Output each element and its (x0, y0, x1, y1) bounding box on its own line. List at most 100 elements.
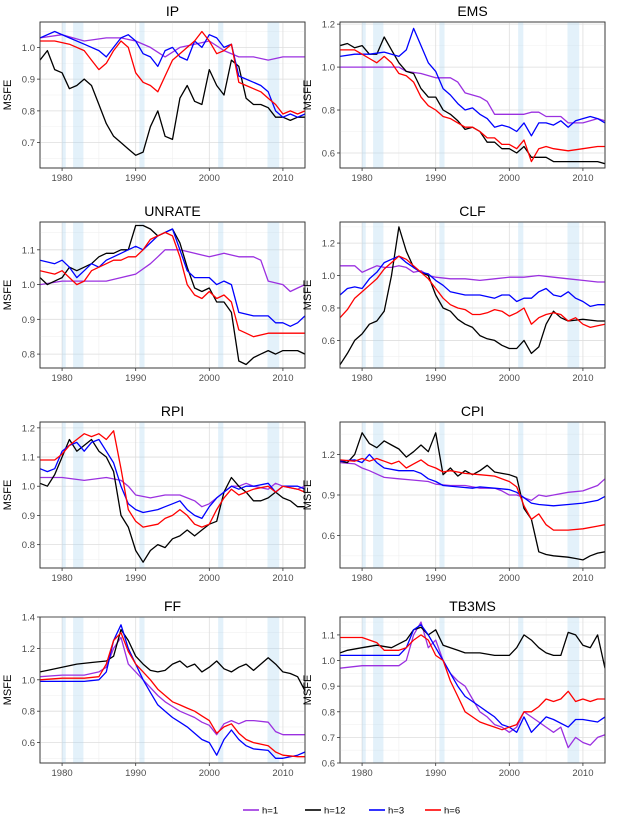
series-line-h6 (40, 30, 305, 115)
y-axis-label: MSFE (2, 675, 14, 706)
series-line-h3 (340, 27, 605, 137)
x-tick-label: 1990 (125, 373, 146, 384)
recession-band (139, 422, 145, 568)
series-line-h12 (340, 626, 605, 669)
recession-band (518, 222, 524, 368)
recession-band (267, 617, 280, 763)
y-axis-label: MSFE (302, 675, 314, 706)
chart-title: EMS (457, 3, 487, 19)
recession-band (567, 222, 580, 368)
recession-band (73, 222, 84, 368)
y-axis-label: MSFE (302, 480, 314, 511)
recession-band (267, 222, 280, 368)
x-tick-label: 1990 (425, 373, 446, 384)
chart-panel-3: 0.6 0.8 1.0 1.2 1980 1990 2000 2010 CLF MSFE (302, 203, 606, 384)
recession-band (139, 222, 145, 368)
series-line-h1 (340, 265, 605, 283)
y-axis-label: MSFE (302, 80, 314, 111)
recession-band (62, 22, 66, 168)
recession-band (73, 22, 84, 168)
y-tick-label: 0.8 (322, 303, 335, 314)
y-tick-label: 1.0 (322, 656, 335, 667)
x-tick-label: 1980 (52, 173, 73, 184)
x-tick-label: 2000 (499, 768, 520, 779)
series-line-h3 (340, 453, 605, 507)
y-tick-label: 0.8 (322, 707, 335, 718)
legend-label: h=6 (444, 806, 460, 817)
x-tick-label: 1990 (125, 173, 146, 184)
chart-panel-6: 0.6 0.8 1.0 1.2 1.4 1980 1990 2000 2010 FF MSFE (2, 598, 306, 779)
x-tick-label: 1990 (125, 573, 146, 584)
chart-panel-1: 0.6 0.8 1.0 1.2 1980 1990 2000 2010 EMS MSFE (302, 3, 606, 184)
legend-item-h3: h=3 (369, 806, 404, 817)
recession-band (439, 222, 445, 368)
recession-band (62, 222, 66, 368)
recession-band (362, 422, 366, 568)
y-tick-label: 0.8 (22, 106, 35, 117)
series-line-h3 (340, 255, 605, 308)
recession-band (139, 22, 145, 168)
y-axis-label: MSFE (2, 80, 14, 111)
series-line-h12 (340, 432, 605, 561)
y-tick-label: 1.1 (22, 453, 35, 464)
x-tick-label: 2010 (572, 573, 593, 584)
y-tick-label: 0.9 (22, 315, 35, 326)
y-tick-label: 0.7 (22, 138, 35, 149)
legend-item-h6: h=6 (425, 806, 460, 817)
y-tick-label: 0.8 (322, 106, 335, 117)
series-line-h6 (340, 634, 605, 731)
y-tick-label: 0.8 (22, 540, 35, 551)
recession-band (218, 222, 224, 368)
x-tick-label: 1980 (52, 373, 73, 384)
x-tick-label: 1980 (52, 573, 73, 584)
y-tick-label: 0.6 (322, 759, 335, 770)
x-tick-label: 2000 (199, 373, 220, 384)
y-tick-label: 0.9 (22, 75, 35, 86)
chart-panel-2: 0.8 0.9 1.0 1.1 1980 1990 2000 2010 UNRATE MSFE (2, 203, 306, 384)
x-tick-label: 2000 (199, 573, 220, 584)
y-tick-label: 0.9 (322, 491, 335, 502)
chart-title: TB3MS (449, 598, 496, 614)
series-line-h1 (340, 621, 605, 749)
series-line-h1 (40, 476, 305, 508)
series-line-h6 (340, 457, 605, 531)
x-tick-label: 2000 (499, 173, 520, 184)
legend: h=1 h=12 h=3 h=6 (243, 806, 460, 817)
recession-band (567, 22, 580, 168)
y-tick-label: 0.6 (322, 148, 335, 159)
chart-title: FF (164, 598, 181, 614)
series-line-h6 (40, 430, 305, 528)
recession-band (567, 617, 580, 763)
x-tick-label: 1980 (52, 768, 73, 779)
recession-band (439, 617, 445, 763)
x-tick-label: 1980 (352, 373, 373, 384)
recession-band (62, 422, 66, 568)
x-tick-label: 2010 (572, 768, 593, 779)
chart-title: CLF (459, 203, 485, 219)
chart-panel-0: 0.7 0.8 0.9 1.0 1980 1990 2000 2010 IP MSFE (2, 3, 306, 184)
x-tick-label: 1990 (425, 573, 446, 584)
recession-band (439, 22, 445, 168)
recession-band (73, 422, 84, 568)
series-line-h3 (40, 30, 305, 118)
x-tick-label: 2000 (499, 373, 520, 384)
x-tick-label: 2010 (272, 373, 293, 384)
y-tick-label: 1.0 (22, 675, 35, 686)
recession-band (62, 617, 66, 763)
y-axis-label: MSFE (2, 280, 14, 311)
series-line-h3 (340, 624, 605, 733)
y-tick-label: 1.2 (22, 644, 35, 655)
series-line-h3 (40, 438, 305, 520)
series-line-h6 (40, 231, 305, 338)
recession-band (518, 617, 524, 763)
chart-title: IP (166, 3, 179, 19)
legend-item-h1: h=1 (243, 806, 278, 817)
chart-panel-5: 0.6 0.9 1.2 1980 1990 2000 2010 CPI MSFE (302, 403, 606, 584)
y-tick-label: 0.7 (322, 733, 335, 744)
chart-panel-7: 0.6 0.7 0.8 0.9 1.0 1.1 1980 1990 2000 2010 TB3MS M… (302, 598, 606, 779)
series-line-h12 (340, 36, 605, 165)
x-tick-label: 1990 (125, 768, 146, 779)
y-tick-label: 1.1 (22, 245, 35, 256)
series-line-h12 (340, 226, 605, 366)
